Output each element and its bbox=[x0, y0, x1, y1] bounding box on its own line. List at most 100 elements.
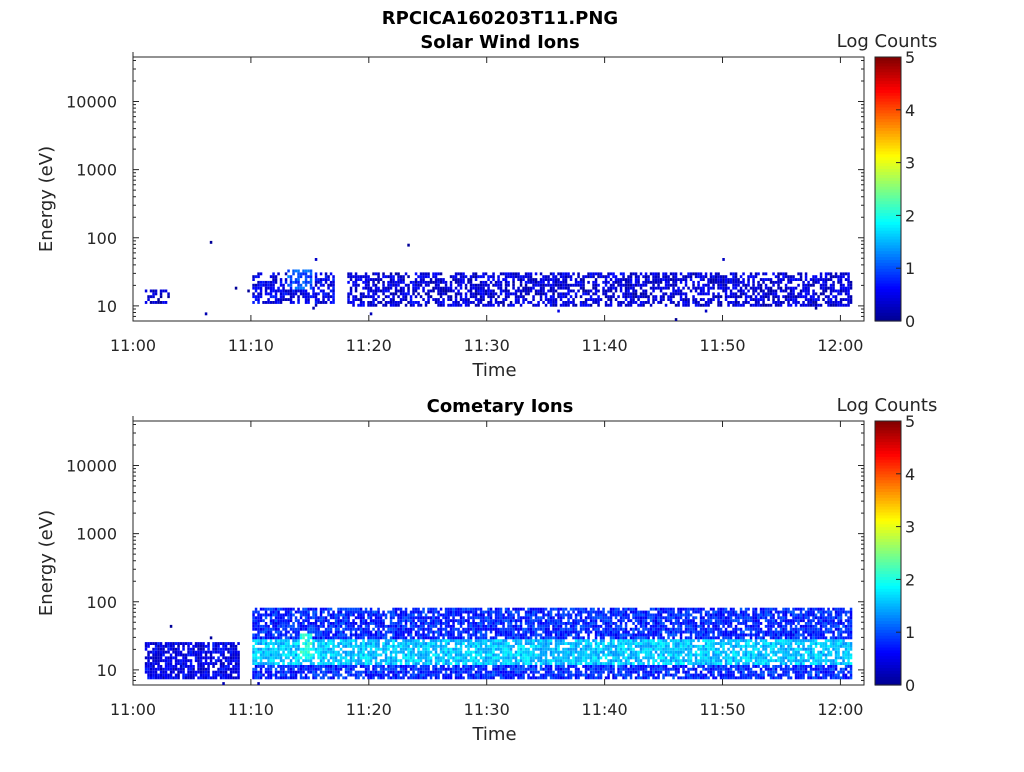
heatmap-cell bbox=[827, 272, 830, 275]
heatmap-cell bbox=[265, 284, 268, 287]
heatmap-cell bbox=[445, 292, 448, 295]
heatmap-cell bbox=[320, 676, 323, 679]
heatmap-cell bbox=[527, 659, 530, 662]
heatmap-cell bbox=[512, 662, 515, 665]
heatmap-cell bbox=[390, 292, 393, 295]
heatmap-cell bbox=[437, 301, 440, 304]
heatmap-cell bbox=[285, 608, 288, 611]
heatmap-cell bbox=[260, 676, 263, 679]
heatmap-cell bbox=[170, 671, 173, 674]
heatmap-cell bbox=[462, 272, 465, 275]
heatmap-cell bbox=[277, 636, 280, 639]
heatmap-cell bbox=[555, 614, 558, 617]
heatmap-cell bbox=[307, 625, 310, 628]
heatmap-cell bbox=[457, 272, 460, 275]
heatmap-cell bbox=[447, 674, 450, 677]
heatmap-cell bbox=[292, 671, 295, 674]
heatmap-cell bbox=[222, 648, 225, 651]
heatmap-cell bbox=[545, 662, 548, 665]
heatmap-cell bbox=[525, 648, 528, 651]
heatmap-cell bbox=[550, 668, 553, 671]
heatmap-cell bbox=[340, 614, 343, 617]
heatmap-cell bbox=[257, 674, 260, 677]
heatmap-cell bbox=[325, 608, 328, 611]
heatmap-cell bbox=[627, 304, 630, 307]
heatmap-cell bbox=[652, 281, 655, 284]
heatmap-cell bbox=[260, 639, 263, 642]
heatmap-cell bbox=[480, 619, 483, 622]
heatmap-cell bbox=[480, 287, 483, 290]
heatmap-cell bbox=[315, 631, 318, 634]
heatmap-cell bbox=[532, 619, 535, 622]
heatmap-cell bbox=[320, 671, 323, 674]
heatmap-cell bbox=[430, 625, 433, 628]
heatmap-cell bbox=[280, 608, 283, 611]
heatmap-cell bbox=[777, 304, 780, 307]
heatmap-cell bbox=[315, 275, 318, 278]
heatmap-cell bbox=[422, 636, 425, 639]
heatmap-cell bbox=[262, 636, 265, 639]
heatmap-cell bbox=[635, 290, 638, 293]
heatmap-cell bbox=[480, 676, 483, 679]
heatmap-cell bbox=[810, 301, 813, 304]
heatmap-cell bbox=[675, 275, 678, 278]
heatmap-cell bbox=[595, 284, 598, 287]
heatmap-cell bbox=[457, 634, 460, 637]
heatmap-cell bbox=[177, 674, 180, 677]
heatmap-cell bbox=[562, 281, 565, 284]
heatmap-cell bbox=[257, 665, 260, 668]
heatmap-cell bbox=[497, 659, 500, 662]
heatmap-cell bbox=[437, 656, 440, 659]
heatmap-cell bbox=[457, 651, 460, 654]
heatmap-cell bbox=[422, 281, 425, 284]
heatmap-cell bbox=[487, 651, 490, 654]
heatmap-cell bbox=[615, 275, 618, 278]
heatmap-cell bbox=[440, 292, 443, 295]
heatmap-cell bbox=[660, 287, 663, 290]
heatmap-cell bbox=[645, 284, 648, 287]
heatmap-cell bbox=[477, 642, 480, 645]
heatmap-cell bbox=[812, 290, 815, 293]
heatmap-cell bbox=[482, 281, 485, 284]
heatmap-cell bbox=[302, 642, 305, 645]
heatmap-cell bbox=[507, 275, 510, 278]
heatmap-cell bbox=[485, 304, 488, 307]
heatmap-cell bbox=[837, 292, 840, 295]
heatmap-cell bbox=[147, 642, 150, 645]
heatmap-cell bbox=[785, 272, 788, 275]
heatmap-cell bbox=[505, 651, 508, 654]
heatmap-cell bbox=[455, 611, 458, 614]
heatmap-cell bbox=[522, 616, 525, 619]
heatmap-cell bbox=[772, 272, 775, 275]
heatmap-cell bbox=[412, 616, 415, 619]
heatmap-cell bbox=[380, 301, 383, 304]
heatmap-cell bbox=[415, 625, 418, 628]
heatmap-cell bbox=[595, 298, 598, 301]
heatmap-cell bbox=[717, 298, 720, 301]
heatmap-cell bbox=[635, 284, 638, 287]
heatmap-cell bbox=[437, 674, 440, 677]
heatmap-cell bbox=[837, 278, 840, 281]
heatmap-cell bbox=[392, 284, 395, 287]
heatmap-cell bbox=[400, 634, 403, 637]
heatmap-cell bbox=[542, 625, 545, 628]
heatmap-cell bbox=[312, 608, 315, 611]
heatmap-cell bbox=[437, 662, 440, 665]
heatmap-cell bbox=[170, 642, 173, 645]
colorbar-label: Log Counts bbox=[837, 31, 938, 52]
heatmap-cell bbox=[380, 659, 383, 662]
heatmap-cell bbox=[257, 639, 260, 642]
heatmap-cell bbox=[375, 272, 378, 275]
heatmap-cell bbox=[210, 241, 213, 244]
heatmap-cell bbox=[272, 278, 275, 281]
heatmap-cell bbox=[405, 631, 408, 634]
heatmap-cell bbox=[257, 634, 260, 637]
heatmap-cell bbox=[542, 651, 545, 654]
heatmap-cell bbox=[490, 654, 493, 657]
heatmap-cell bbox=[342, 634, 345, 637]
heatmap-cell bbox=[397, 301, 400, 304]
heatmap-cell bbox=[470, 290, 473, 293]
heatmap-cell bbox=[560, 631, 563, 634]
heatmap-cell bbox=[220, 654, 223, 657]
heatmap-cell bbox=[542, 631, 545, 634]
